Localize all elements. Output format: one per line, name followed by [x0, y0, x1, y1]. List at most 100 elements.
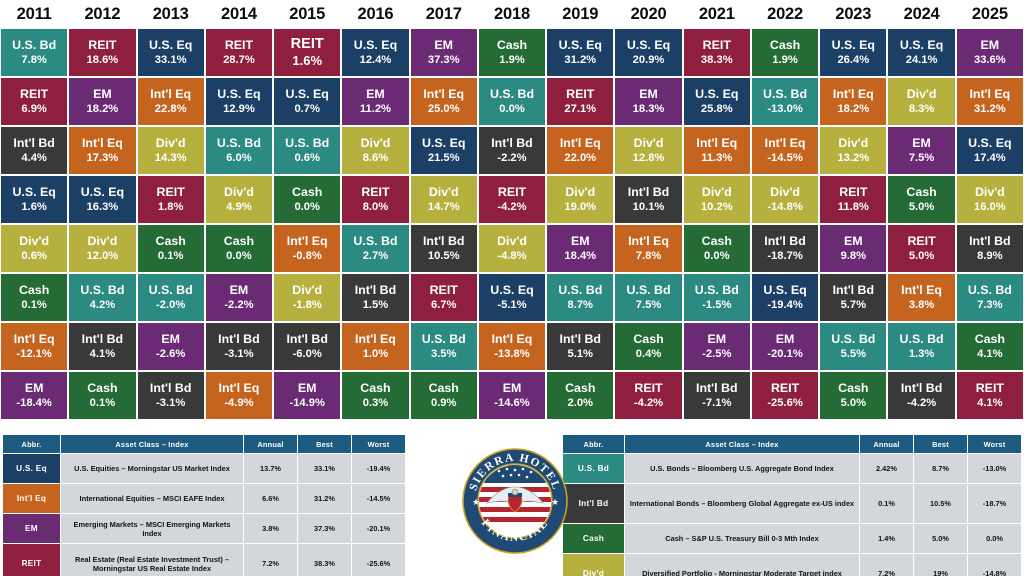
quilt-cell[interactable]: Int'l Bd -4.2%	[888, 372, 955, 419]
quilt-cell[interactable]: Cash 4.1%	[956, 323, 1023, 370]
quilt-cell[interactable]: Int'l Bd 10.1%	[615, 176, 682, 223]
quilt-cell[interactable]: U.S. Bd 2.7%	[342, 225, 409, 272]
quilt-cell[interactable]: U.S. Bd -13.0%	[751, 78, 819, 125]
quilt-cell[interactable]: REIT 18.6%	[69, 29, 136, 76]
quilt-cell[interactable]: U.S. Eq 17.4%	[956, 127, 1023, 174]
quilt-cell[interactable]: REIT 4.1%	[956, 372, 1023, 419]
quilt-cell[interactable]: U.S. Eq 24.1%	[888, 29, 955, 76]
quilt-cell[interactable]: Int'l Eq 3.8%	[888, 274, 955, 321]
quilt-cell[interactable]: Div'd 14.3%	[137, 127, 204, 174]
quilt-cell[interactable]: EM -14.9%	[274, 372, 341, 419]
quilt-cell[interactable]: EM 33.6%	[956, 29, 1023, 76]
quilt-cell[interactable]: Cash 0.4%	[615, 323, 682, 370]
quilt-cell[interactable]: Div'd 19.0%	[547, 176, 614, 223]
quilt-cell[interactable]: EM 37.3%	[410, 29, 477, 76]
quilt-cell[interactable]: Div'd 14.7%	[410, 176, 477, 223]
quilt-cell[interactable]: U.S. Eq 16.3%	[69, 176, 136, 223]
quilt-cell[interactable]: U.S. Bd 1.3%	[888, 323, 955, 370]
quilt-cell[interactable]: Div'd 12.8%	[615, 127, 682, 174]
quilt-cell[interactable]: U.S. Bd 3.5%	[410, 323, 477, 370]
quilt-cell[interactable]: U.S. Bd 4.2%	[69, 274, 136, 321]
quilt-cell[interactable]: Int'l Eq -13.8%	[478, 323, 546, 370]
quilt-cell[interactable]: Cash 2.0%	[547, 372, 614, 419]
quilt-cell[interactable]: EM -18.4%	[1, 372, 68, 419]
quilt-cell[interactable]: U.S. Bd 5.5%	[820, 323, 887, 370]
quilt-cell[interactable]: REIT -4.2%	[478, 176, 546, 223]
quilt-cell[interactable]: U.S. Eq 33.1%	[137, 29, 204, 76]
quilt-cell[interactable]: EM 7.5%	[888, 127, 955, 174]
quilt-cell[interactable]: Int'l Bd 10.5%	[410, 225, 477, 272]
quilt-cell[interactable]: Int'l Eq -4.9%	[205, 372, 273, 419]
quilt-cell[interactable]: EM -20.1%	[751, 323, 819, 370]
quilt-cell[interactable]: REIT -4.2%	[615, 372, 682, 419]
quilt-cell[interactable]: U.S. Bd -1.5%	[683, 274, 750, 321]
quilt-cell[interactable]: EM 18.3%	[615, 78, 682, 125]
quilt-cell[interactable]: REIT 28.7%	[205, 29, 273, 76]
quilt-cell[interactable]: Int'l Bd -7.1%	[683, 372, 750, 419]
quilt-cell[interactable]: Cash 0.1%	[137, 225, 204, 272]
quilt-cell[interactable]: U.S. Eq 20.9%	[615, 29, 682, 76]
quilt-cell[interactable]: Int'l Bd -3.1%	[137, 372, 204, 419]
quilt-cell[interactable]: U.S. Bd 7.5%	[615, 274, 682, 321]
quilt-cell[interactable]: Int'l Bd 8.9%	[956, 225, 1023, 272]
quilt-cell[interactable]: U.S. Eq -19.4%	[751, 274, 819, 321]
quilt-cell[interactable]: Div'd -4.8%	[478, 225, 546, 272]
quilt-cell[interactable]: U.S. Bd -2.0%	[137, 274, 204, 321]
quilt-cell[interactable]: EM 18.2%	[69, 78, 136, 125]
quilt-cell[interactable]: U.S. Eq 31.2%	[547, 29, 614, 76]
quilt-cell[interactable]: Div'd 8.6%	[342, 127, 409, 174]
quilt-cell[interactable]: Int'l Eq 17.3%	[69, 127, 136, 174]
quilt-cell[interactable]: Cash 0.1%	[1, 274, 68, 321]
quilt-cell[interactable]: Cash 0.9%	[410, 372, 477, 419]
quilt-cell[interactable]: Int'l Bd 5.1%	[547, 323, 614, 370]
quilt-cell[interactable]: U.S. Eq 21.5%	[410, 127, 477, 174]
quilt-cell[interactable]: U.S. Eq -5.1%	[478, 274, 546, 321]
quilt-cell[interactable]: Cash 1.9%	[478, 29, 546, 76]
quilt-cell[interactable]: Cash 0.0%	[205, 225, 273, 272]
quilt-cell[interactable]: Int'l Eq 22.8%	[137, 78, 204, 125]
quilt-cell[interactable]: REIT 1.6%	[274, 29, 341, 76]
quilt-cell[interactable]: U.S. Bd 0.6%	[274, 127, 341, 174]
quilt-cell[interactable]: Div'd 0.6%	[1, 225, 68, 272]
quilt-cell[interactable]: Int'l Bd -6.0%	[274, 323, 341, 370]
quilt-cell[interactable]: EM -2.6%	[137, 323, 204, 370]
quilt-cell[interactable]: EM -2.5%	[683, 323, 750, 370]
quilt-cell[interactable]: U.S. Eq 25.8%	[683, 78, 750, 125]
quilt-cell[interactable]: Div'd 4.9%	[205, 176, 273, 223]
quilt-cell[interactable]: U.S. Eq 26.4%	[820, 29, 887, 76]
quilt-cell[interactable]: REIT 6.7%	[410, 274, 477, 321]
quilt-cell[interactable]: Int'l Eq 11.3%	[683, 127, 750, 174]
quilt-cell[interactable]: U.S. Bd 6.0%	[205, 127, 273, 174]
quilt-cell[interactable]: Int'l Bd -3.1%	[205, 323, 273, 370]
quilt-cell[interactable]: Int'l Eq -0.8%	[274, 225, 341, 272]
quilt-cell[interactable]: U.S. Bd 0.0%	[478, 78, 546, 125]
quilt-cell[interactable]: EM 9.8%	[820, 225, 887, 272]
quilt-cell[interactable]: Div'd 8.3%	[888, 78, 955, 125]
quilt-cell[interactable]: Cash 5.0%	[820, 372, 887, 419]
quilt-cell[interactable]: U.S. Eq 12.9%	[205, 78, 273, 125]
quilt-cell[interactable]: Cash 0.1%	[69, 372, 136, 419]
quilt-cell[interactable]: Cash 0.0%	[274, 176, 341, 223]
quilt-cell[interactable]: Int'l Bd 4.1%	[69, 323, 136, 370]
quilt-cell[interactable]: Int'l Eq 31.2%	[956, 78, 1023, 125]
quilt-cell[interactable]: Cash 0.3%	[342, 372, 409, 419]
quilt-cell[interactable]: REIT 5.0%	[888, 225, 955, 272]
quilt-cell[interactable]: Cash 0.0%	[683, 225, 750, 272]
quilt-cell[interactable]: Div'd -1.8%	[274, 274, 341, 321]
quilt-cell[interactable]: Int'l Bd 4.4%	[1, 127, 68, 174]
quilt-cell[interactable]: Int'l Eq -12.1%	[1, 323, 68, 370]
quilt-cell[interactable]: Int'l Bd -2.2%	[478, 127, 546, 174]
quilt-cell[interactable]: Int'l Eq -14.5%	[751, 127, 819, 174]
quilt-cell[interactable]: U.S. Eq 12.4%	[342, 29, 409, 76]
quilt-cell[interactable]: Int'l Bd 1.5%	[342, 274, 409, 321]
quilt-cell[interactable]: REIT 27.1%	[547, 78, 614, 125]
quilt-cell[interactable]: REIT 8.0%	[342, 176, 409, 223]
quilt-cell[interactable]: Div'd -14.8%	[751, 176, 819, 223]
quilt-cell[interactable]: Div'd 12.0%	[69, 225, 136, 272]
quilt-cell[interactable]: Int'l Eq 18.2%	[820, 78, 887, 125]
quilt-cell[interactable]: Div'd 13.2%	[820, 127, 887, 174]
quilt-cell[interactable]: REIT -25.6%	[751, 372, 819, 419]
quilt-cell[interactable]: U.S. Bd 8.7%	[547, 274, 614, 321]
quilt-cell[interactable]: U.S. Eq 0.7%	[274, 78, 341, 125]
quilt-cell[interactable]: Int'l Bd 5.7%	[820, 274, 887, 321]
